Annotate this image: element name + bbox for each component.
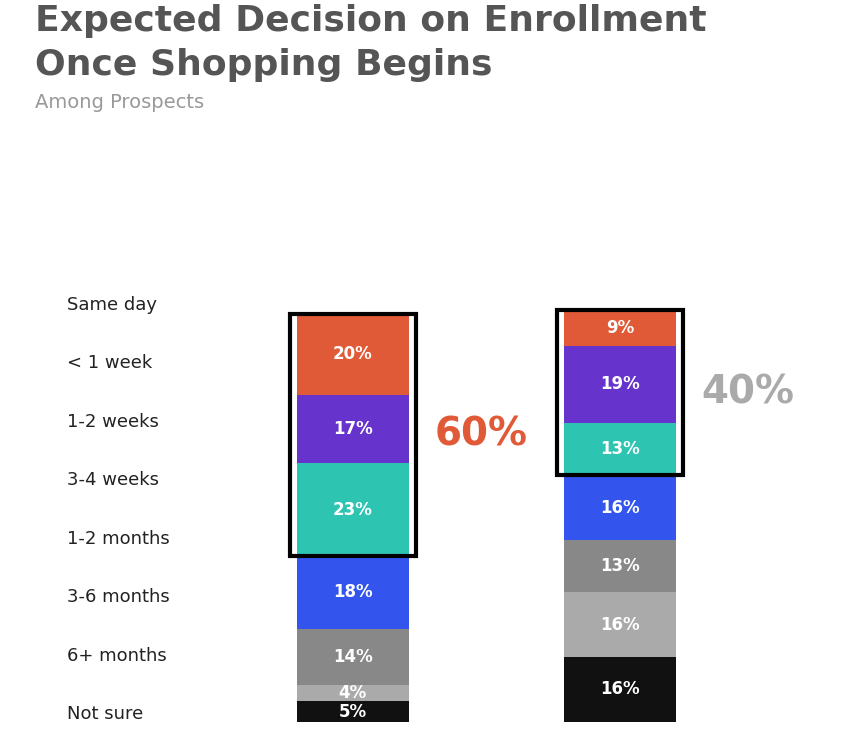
Bar — [296, 464, 409, 556]
Bar — [564, 657, 677, 722]
Text: 6+ months: 6+ months — [67, 647, 167, 665]
Text: 9%: 9% — [607, 319, 634, 337]
Text: 19%: 19% — [600, 376, 640, 394]
Text: 20%: 20% — [333, 345, 372, 363]
Bar — [564, 592, 677, 657]
Text: 13%: 13% — [600, 557, 640, 575]
Bar — [564, 423, 677, 475]
Bar — [296, 629, 409, 685]
Text: 17%: 17% — [333, 420, 372, 438]
Text: 13%: 13% — [600, 440, 640, 458]
Text: 4%: 4% — [339, 684, 367, 702]
Text: Expected Decision on Enrollment: Expected Decision on Enrollment — [35, 4, 706, 38]
Text: 3-6 months: 3-6 months — [67, 589, 170, 606]
Bar — [296, 685, 409, 702]
Bar — [290, 314, 416, 556]
Bar — [564, 540, 677, 592]
Text: 5%: 5% — [339, 702, 367, 721]
Bar — [296, 702, 409, 722]
Text: Not sure: Not sure — [67, 705, 143, 723]
Bar — [564, 475, 677, 540]
Text: 1-2 months: 1-2 months — [67, 530, 170, 548]
Text: < 1 week: < 1 week — [67, 354, 153, 373]
Text: 18%: 18% — [333, 583, 372, 601]
Text: 23%: 23% — [333, 501, 372, 519]
Text: 40%: 40% — [702, 373, 795, 411]
Text: 60%: 60% — [435, 416, 527, 454]
Text: Same day: Same day — [67, 296, 157, 314]
Text: Once Shopping Begins: Once Shopping Begins — [35, 48, 492, 83]
Text: 14%: 14% — [333, 648, 372, 666]
Text: 1-2 weeks: 1-2 weeks — [67, 413, 159, 431]
Text: 16%: 16% — [600, 498, 640, 516]
Bar — [564, 346, 677, 423]
Bar — [296, 556, 409, 629]
Text: Among Prospects: Among Prospects — [35, 93, 204, 112]
Bar — [296, 314, 409, 394]
Bar — [296, 394, 409, 464]
Bar — [564, 310, 677, 346]
Text: 16%: 16% — [600, 680, 640, 699]
Text: 3-4 weeks: 3-4 weeks — [67, 472, 159, 490]
Text: 16%: 16% — [600, 616, 640, 634]
Bar — [557, 310, 683, 475]
